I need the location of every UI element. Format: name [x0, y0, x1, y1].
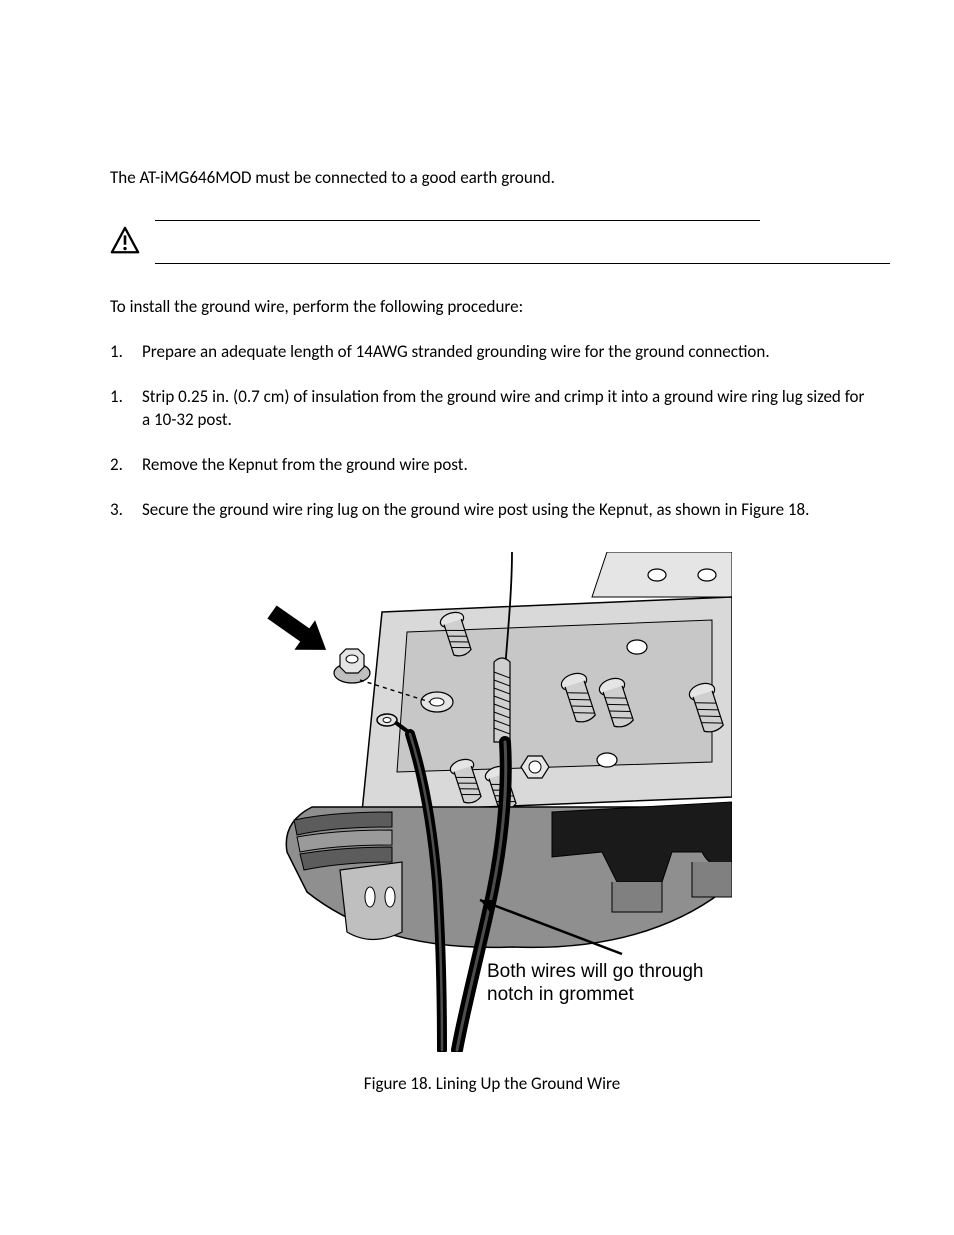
steps-list: 1. Prepare an adequate length of 14AWG s… [110, 341, 874, 522]
warning-block [155, 220, 874, 264]
step-item: 1. Strip 0.25 in. (0.7 cm) of insulation… [110, 386, 874, 432]
step-text: Remove the Kepnut from the ground wire p… [142, 454, 468, 475]
intro-text: The AT-iMG646MOD must be connected to a … [110, 167, 874, 190]
warning-rule-bottom [155, 263, 890, 264]
step-number: 1. [110, 341, 123, 364]
figure-label-line2: notch in grommet [487, 984, 635, 1005]
figure-caption: Figure 18. Lining Up the Ground Wire [110, 1073, 874, 1096]
step-text: Secure the ground wire ring lug on the g… [142, 499, 809, 520]
warning-icon [110, 226, 140, 256]
figure-illustration: Both wires will go through notch in grom… [252, 552, 732, 1052]
warning-rule-top [155, 220, 760, 221]
figure-label-line1: Both wires will go through [487, 961, 704, 982]
step-text: Prepare an adequate length of 14AWG stra… [142, 341, 770, 362]
figure: Both wires will go through notch in grom… [110, 552, 874, 1096]
step-item: 3. Secure the ground wire ring lug on th… [110, 499, 874, 522]
procedure-intro: To install the ground wire, perform the … [110, 296, 874, 319]
step-item: 2. Remove the Kepnut from the ground wir… [110, 454, 874, 477]
step-item: 1. Prepare an adequate length of 14AWG s… [110, 341, 874, 364]
page: The AT-iMG646MOD must be connected to a … [0, 0, 954, 1235]
step-number: 2. [110, 454, 123, 477]
step-number: 3. [110, 499, 123, 522]
step-text: Strip 0.25 in. (0.7 cm) of insulation fr… [142, 386, 864, 430]
step-number: 1. [110, 386, 123, 409]
